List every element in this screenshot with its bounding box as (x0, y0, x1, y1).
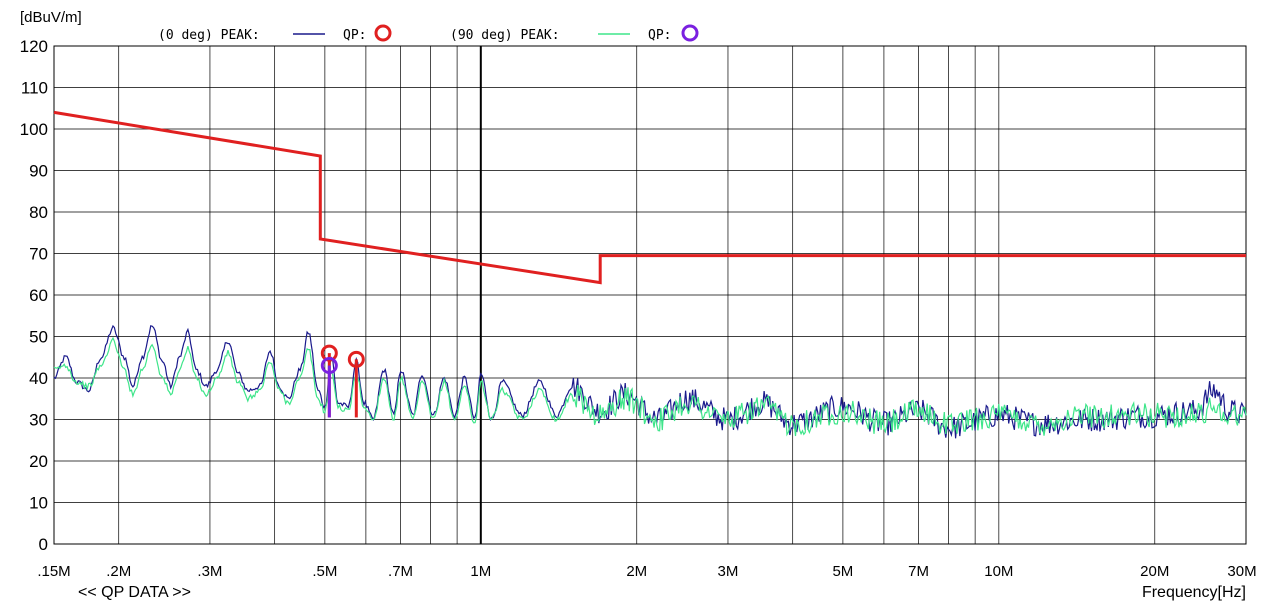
y-tick-label-20: 20 (29, 452, 48, 471)
y-tick-label-40: 40 (29, 369, 48, 388)
x-tick-label-4: .7M (388, 563, 413, 580)
qp-marker-1 (347, 350, 365, 368)
y-tick-label-80: 80 (29, 203, 48, 222)
grid (54, 45, 1247, 545)
legend-entry-0-prefix: (0 deg) PEAK: (158, 28, 260, 43)
y-tick-label-0: 0 (39, 535, 48, 554)
plot-frame (53, 45, 1247, 545)
legend: (0 deg) PEAK: QP: (90 deg) PEAK: QP: (158, 24, 699, 43)
series-line-0-deg (53, 324, 1247, 439)
legend-entry-1-qp-symbol (681, 24, 699, 42)
y-tick-label-30: 30 (29, 411, 48, 430)
x-axis-label: Frequency[Hz] (1142, 584, 1246, 601)
y-tick-label-110: 110 (21, 79, 48, 98)
x-tick-label-12: 30M (1227, 563, 1256, 580)
legend-entry-0-qp-label: QP: (343, 28, 366, 43)
limit-layer (53, 110, 1246, 285)
x-tick-label-10: 10M (984, 563, 1013, 580)
y-tick-label-90: 90 (29, 162, 48, 181)
plot-border (53, 45, 1247, 545)
x-tick-label-1: .2M (106, 563, 131, 580)
x-tick-label-7: 3M (718, 563, 739, 580)
series-layer (53, 324, 1247, 439)
qp-marker-2 (320, 357, 338, 375)
qp-marker-layer (320, 344, 365, 418)
y-axis-ticks: 0 10 20 30 40 50 60 70 80 90 100 110 120 (20, 37, 48, 554)
y-tick-label-60: 60 (29, 286, 48, 305)
limit-line (53, 110, 1246, 285)
y-tick-label-120: 120 (20, 37, 48, 56)
x-tick-label-6: 2M (626, 563, 647, 580)
x-tick-label-5: 1M (470, 563, 491, 580)
x-tick-label-9: 7M (908, 563, 929, 580)
x-tick-label-0: .15M (37, 563, 70, 580)
x-tick-label-8: 5M (832, 563, 853, 580)
qp-marker-0 (320, 344, 338, 362)
y-tick-label-100: 100 (20, 120, 48, 139)
series-line-90-deg (53, 336, 1247, 437)
x-tick-label-3: .5M (312, 563, 337, 580)
legend-entry-0-qp-symbol (374, 24, 392, 42)
y-tick-label-10: 10 (29, 494, 48, 513)
x-axis-ticks: .15M .2M .3M .5M .7M 1M 2M 3M 5M 7M 10M 20M 30M (37, 563, 1256, 580)
y-tick-label-50: 50 (29, 328, 48, 347)
legend-entry-1-qp-label: QP: (648, 28, 671, 43)
y-tick-label-70: 70 (29, 245, 48, 264)
x-tick-label-11: 20M (1140, 563, 1169, 580)
legend-entry-1-prefix: (90 deg) PEAK: (450, 28, 560, 43)
footer-label: << QP DATA >> (78, 584, 191, 601)
y-axis-label: [dBuV/m] (20, 9, 82, 26)
x-tick-label-2: .3M (197, 563, 222, 580)
